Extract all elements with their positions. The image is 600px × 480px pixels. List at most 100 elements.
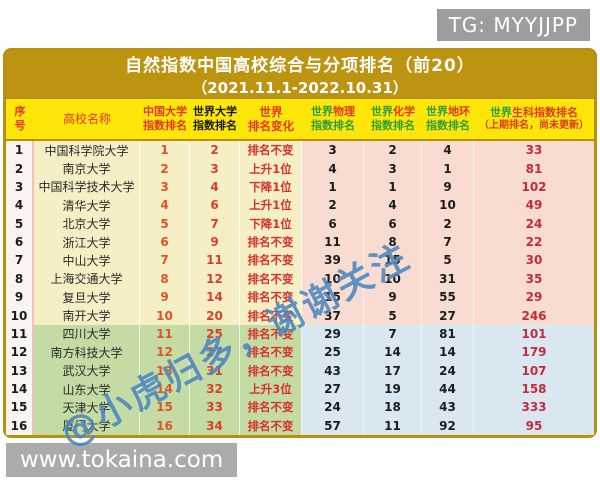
cell-cn: 4 [140, 196, 190, 215]
cell-earth: 5 [422, 251, 474, 270]
cell-life: 29 [474, 288, 594, 307]
cell-no: 7 [6, 251, 34, 270]
cell-no: 4 [6, 196, 34, 215]
cell-world: 25 [190, 324, 240, 344]
cell-chem: 19 [364, 379, 422, 399]
cell-name: 浙江大学 [34, 232, 140, 252]
cell-change: 上升1位 [240, 159, 302, 178]
cell-world: 4 [190, 177, 240, 197]
header-row: 序 号 高校名称 中国大学 指数排名 世界大学 指数排名 世界 排名变化 世界物… [6, 99, 594, 139]
cell-cn: 11 [140, 324, 190, 344]
cell-phy: 37 [302, 306, 364, 325]
table-row: 16 厦门大学 16 34 排名不变 57 11 92 95 [6, 416, 594, 435]
cell-change: 排名不变 [240, 232, 302, 252]
cell-cn: 13 [140, 361, 190, 380]
cell-life: 81 [474, 159, 594, 178]
cell-cn: 14 [140, 379, 190, 399]
cell-chem: 3 [364, 159, 422, 178]
cell-no: 14 [6, 379, 34, 399]
cell-change: 下降1位 [240, 214, 302, 233]
cell-life: 30 [474, 251, 594, 270]
cell-chem: 17 [364, 361, 422, 380]
cell-chem: 7 [364, 324, 422, 344]
cell-earth: 7 [422, 232, 474, 252]
table-row: 6 浙江大学 6 9 排名不变 11 8 7 22 [6, 232, 594, 252]
cell-no: 15 [6, 398, 34, 417]
cell-change: 排名不变 [240, 416, 302, 435]
cell-chem: 18 [364, 398, 422, 417]
cell-life: 35 [474, 269, 594, 288]
cell-chem: 1 [364, 177, 422, 197]
cell-life: 33 [474, 141, 594, 160]
cell-phy: 15 [302, 288, 364, 307]
cell-earth: 55 [422, 288, 474, 307]
cell-name: 天津大学 [34, 398, 140, 417]
cell-cn: 2 [140, 159, 190, 178]
header-cell-physics: 世界物理 指数排名 [311, 105, 355, 132]
table-row: 14 山东大学 14 32 上升3位 27 19 44 158 [6, 379, 594, 399]
cell-change: 下降1位 [240, 177, 302, 197]
cell-chem: 5 [364, 306, 422, 325]
website-badge: www.tokaina.com [6, 443, 238, 477]
table-row: 9 复旦大学 9 14 排名不变 15 9 55 29 [6, 288, 594, 307]
cell-phy: 2 [302, 196, 364, 215]
cell-world: 11 [190, 251, 240, 270]
cell-chem: 4 [364, 196, 422, 215]
cell-chem: 9 [364, 288, 422, 307]
cell-change: 排名不变 [240, 343, 302, 362]
cell-cn: 15 [140, 398, 190, 417]
cell-cn: 9 [140, 288, 190, 307]
cell-life: 158 [474, 379, 594, 399]
cell-no: 6 [6, 232, 34, 252]
table-row: 2 南京大学 2 3 上升1位 4 3 1 81 [6, 159, 594, 178]
table-row: 1 中国科学院大学 1 2 排名不变 3 2 4 33 [6, 141, 594, 160]
cell-phy: 10 [302, 269, 364, 288]
cell-change: 排名不变 [240, 306, 302, 325]
cell-name: 四川大学 [34, 324, 140, 344]
cell-name: 清华大学 [34, 196, 140, 215]
cell-world: 3 [190, 159, 240, 178]
cell-chem: 15 [364, 251, 422, 270]
cell-change: 上升1位 [240, 196, 302, 215]
cell-phy: 11 [302, 232, 364, 252]
page-title: 自然指数中国高校综合与分项排名（前20） [125, 55, 475, 76]
cell-world: 31 [190, 361, 240, 380]
cell-cn: 10 [140, 306, 190, 325]
cell-cn: 8 [140, 269, 190, 288]
header-cell-world-rank: 世界大学 指数排名 [193, 105, 237, 132]
cell-name: 山东大学 [34, 379, 140, 399]
cell-life: 102 [474, 177, 594, 197]
cell-name: 北京大学 [34, 214, 140, 233]
cell-no: 12 [6, 343, 34, 362]
cell-name: 上海交通大学 [34, 269, 140, 288]
cell-world: 7 [190, 214, 240, 233]
cell-change: 排名不变 [240, 141, 302, 160]
cell-earth: 4 [422, 141, 474, 160]
table-row: 12 南方科技大学 12 27 排名不变 25 14 14 179 [6, 343, 594, 362]
cell-life: 95 [474, 416, 594, 435]
telegram-badge: TG: MYYJJPP [436, 9, 590, 41]
cell-change: 排名不变 [240, 398, 302, 417]
cell-name: 南开大学 [34, 306, 140, 325]
cell-earth: 1 [422, 159, 474, 178]
cell-world: 9 [190, 232, 240, 252]
cell-earth: 14 [422, 343, 474, 362]
cell-chem: 11 [364, 416, 422, 435]
cell-world: 34 [190, 416, 240, 435]
cell-change: 上升3位 [240, 379, 302, 399]
cell-change: 排名不变 [240, 288, 302, 307]
cell-world: 6 [190, 196, 240, 215]
cell-phy: 1 [302, 177, 364, 197]
table-title-bar: 自然指数中国高校综合与分项排名（前20） （2021.11.1-2022.10.… [6, 51, 594, 97]
cell-life: 179 [474, 343, 594, 362]
cell-cn: 1 [140, 141, 190, 160]
header-cell-life-science: 世界生科指数排名 （上期排名，尚未更新） [479, 105, 589, 131]
cell-name: 南方科技大学 [34, 343, 140, 362]
cell-change: 排名不变 [240, 251, 302, 270]
cell-life: 22 [474, 232, 594, 252]
cell-cn: 6 [140, 232, 190, 252]
table-row: 8 上海交通大学 8 12 排名不变 10 10 31 35 [6, 269, 594, 288]
cell-world: 20 [190, 306, 240, 325]
cell-earth: 43 [422, 398, 474, 417]
